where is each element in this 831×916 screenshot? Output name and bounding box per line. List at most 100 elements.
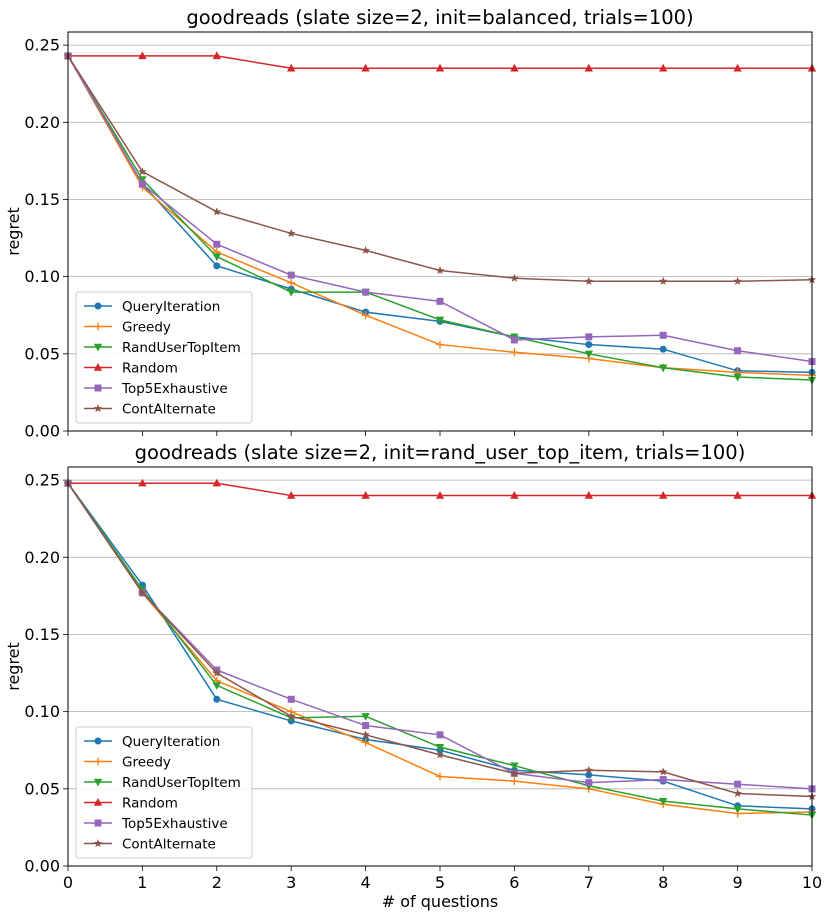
- legend-marker: [93, 343, 103, 352]
- y-tick-label: 0.05: [24, 344, 60, 363]
- x-tick-label: 6: [509, 873, 519, 892]
- legend-marker: [94, 819, 102, 827]
- legend-marker: [93, 778, 103, 787]
- data-point: [659, 345, 667, 353]
- data-point: [138, 588, 147, 597]
- data-point: [435, 750, 445, 759]
- data-point: [658, 276, 668, 285]
- legend-item: ContAlternate: [84, 837, 216, 853]
- legend-label: Top5Exhaustive: [121, 816, 228, 832]
- data-point: [212, 253, 221, 262]
- data-point: [212, 682, 221, 690]
- series-ContAlternate: [63, 51, 817, 285]
- data-point: [733, 373, 742, 382]
- legend-item: QueryIteration: [84, 299, 220, 315]
- legend-marker: [93, 798, 103, 806]
- data-point: [361, 63, 370, 72]
- data-point: [138, 478, 147, 487]
- data-point: [138, 176, 147, 184]
- chart-panel-2: 0.00 0.05 0.10 0.15 0.20 0.25 0 1 2 3 4 5 6 7 8 9 10 good…: [4, 441, 822, 911]
- legend-label: Random: [122, 361, 178, 377]
- data-point: [138, 167, 147, 176]
- legend-marker: [94, 757, 102, 766]
- data-point: [212, 668, 222, 677]
- data-point: [213, 695, 221, 703]
- legend-marker: [94, 384, 102, 392]
- data-point: [658, 767, 668, 776]
- data-point: [436, 297, 444, 305]
- data-point: [510, 491, 519, 499]
- y-tick-label: 0.25: [24, 36, 60, 55]
- series-Random: [63, 51, 817, 72]
- data-point: [435, 63, 445, 72]
- data-point: [212, 51, 221, 60]
- data-point: [584, 491, 593, 499]
- chart-title: goodreads (slate size=2, init=rand_user_…: [135, 441, 746, 464]
- data-point: [362, 288, 370, 296]
- legend-marker: [93, 839, 103, 848]
- legend-label: Greedy: [122, 755, 171, 771]
- chart-title: goodreads (slate size=2, init=balanced, …: [186, 6, 693, 29]
- data-point: [435, 265, 445, 275]
- legend-label: RandUserTopItem: [122, 340, 241, 356]
- data-point: [287, 288, 296, 297]
- data-point: [510, 273, 519, 282]
- data-point: [287, 271, 295, 279]
- data-point: [287, 63, 296, 72]
- x-tick-label: 5: [435, 873, 445, 892]
- y-tick-label: 0.15: [24, 625, 60, 644]
- x-tick-label: 3: [286, 873, 296, 892]
- data-point: [733, 788, 742, 798]
- y-tick-label: 0.00: [24, 422, 60, 441]
- legend: QueryIteration Greedy RandUserTopItem Rando…: [75, 291, 253, 424]
- x-tick-label: 0: [63, 873, 73, 892]
- legend-label: QueryIteration: [122, 734, 220, 750]
- y-axis-label: regret: [4, 207, 23, 256]
- data-point: [734, 347, 742, 355]
- legend-item: Random: [84, 796, 178, 812]
- legend-label: ContAlternate: [122, 402, 216, 418]
- data-point: [361, 311, 370, 320]
- data-point: [287, 491, 296, 499]
- legend-item: QueryIteration: [84, 734, 220, 750]
- y-tick-label: 0.10: [24, 702, 60, 721]
- series-Random: [63, 478, 817, 499]
- data-point: [287, 695, 295, 703]
- data-point: [138, 180, 146, 188]
- data-point: [213, 240, 221, 248]
- data-point: [659, 63, 668, 72]
- data-point: [361, 738, 370, 747]
- data-point: [436, 772, 444, 781]
- y-axis-label: regret: [4, 642, 23, 691]
- y-tick-label: 0.25: [24, 471, 60, 490]
- x-tick-label: 1: [137, 873, 147, 892]
- x-tick-label: 4: [361, 873, 371, 892]
- data-point: [584, 350, 593, 359]
- x-tick-label: 9: [733, 873, 743, 892]
- chart-panel-1: 0.00 0.05 0.10 0.15 0.20 0.25 goodreads (slate…: [4, 6, 817, 441]
- legend-label: Greedy: [122, 320, 171, 336]
- legend-marker: [93, 404, 103, 413]
- legend-box: [75, 726, 253, 859]
- data-point: [436, 731, 444, 739]
- data-point: [584, 63, 593, 72]
- data-point: [286, 711, 296, 720]
- data-point: [734, 780, 742, 788]
- legend-item: RandUserTopItem: [84, 775, 241, 791]
- legend-item: RandUserTopItem: [84, 340, 241, 356]
- y-tick-label: 0.00: [24, 857, 60, 876]
- legend-label: RandUserTopItem: [122, 775, 241, 791]
- data-point: [286, 228, 296, 238]
- series-line: [67, 55, 813, 283]
- legend: QueryIteration Greedy RandUserTopItem Rando…: [75, 726, 253, 859]
- data-point: [584, 276, 594, 285]
- data-point: [585, 771, 593, 779]
- data-point: [510, 348, 519, 357]
- y-tick-label: 0.05: [24, 779, 60, 798]
- data-point: [213, 262, 221, 270]
- legend-label: Random: [122, 796, 178, 812]
- legend-item: ContAlternate: [84, 402, 216, 418]
- data-point: [362, 722, 370, 730]
- legend-item: Greedy: [84, 320, 171, 336]
